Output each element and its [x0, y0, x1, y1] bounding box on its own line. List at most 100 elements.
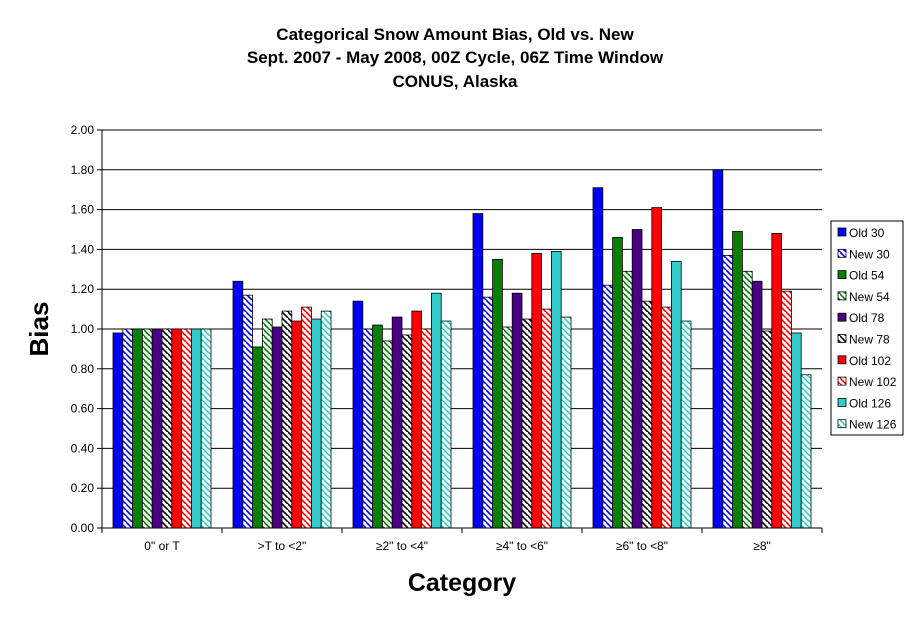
bar — [592, 187, 604, 529]
x-tick-label: 0" or T — [144, 539, 180, 553]
bar — [320, 310, 332, 529]
bar — [352, 300, 364, 529]
bar — [671, 260, 682, 529]
bar — [291, 320, 302, 529]
legend: Old 30 New 30 Old 54 New 54 Old 78 New 78 Old … — [830, 220, 904, 436]
chart-title-line-2: Sept. 2007 - May 2008, 00Z Cycle, 06Z Ti… — [247, 48, 664, 67]
legend-entry: Old 102 — [849, 354, 891, 368]
bar — [171, 328, 183, 529]
bar — [440, 320, 452, 529]
bar — [501, 326, 513, 529]
bar — [430, 292, 442, 529]
bar — [372, 324, 383, 529]
bar — [122, 328, 134, 529]
bar — [472, 213, 484, 529]
bar — [261, 318, 273, 529]
bar — [661, 306, 672, 529]
bar — [151, 328, 163, 529]
bar — [242, 294, 254, 529]
legend-entry: Old 54 — [849, 269, 885, 283]
bar — [521, 318, 533, 529]
bar — [531, 252, 542, 529]
bar — [190, 328, 202, 529]
axes — [97, 129, 823, 533]
legend-entry: Old 30 — [849, 226, 885, 240]
bar — [560, 316, 572, 529]
bar — [722, 254, 733, 529]
bar — [791, 332, 802, 529]
y-tick-label: 1.60 — [71, 203, 95, 217]
bar — [200, 328, 212, 529]
legend-entry: New 54 — [849, 290, 890, 304]
legend-swatch — [837, 312, 847, 322]
bar — [132, 328, 143, 529]
x-tick-label: >T to <2" — [258, 539, 307, 553]
bar — [631, 229, 643, 529]
legend-swatch — [837, 376, 847, 386]
bar — [301, 306, 312, 529]
legend-entry: New 126 — [849, 418, 897, 432]
x-axis-label: Category — [408, 569, 516, 597]
chart-title-line-3: CONUS, Alaska — [392, 72, 518, 91]
bar — [181, 328, 192, 529]
x-tick-label: ≥8" — [753, 539, 771, 553]
bar — [161, 328, 173, 529]
bar — [112, 332, 124, 529]
legend-swatch — [837, 334, 847, 343]
legend-swatch — [837, 291, 847, 301]
y-tick-label: 1.20 — [71, 282, 95, 296]
legend-entry: New 30 — [849, 247, 890, 261]
legend-swatch — [837, 270, 847, 280]
bar — [732, 231, 743, 529]
bar — [602, 284, 613, 529]
legend-entry: New 78 — [849, 333, 890, 347]
y-tick-label: 0.40 — [71, 441, 95, 455]
x-tick-label: ≥6" to <8" — [616, 539, 668, 553]
gridlines — [102, 129, 822, 489]
bar — [421, 328, 432, 529]
legend-swatch — [837, 419, 847, 429]
bar — [271, 326, 283, 529]
y-tick-label: 1.00 — [71, 322, 95, 336]
x-tick-label: ≥2" to <4" — [376, 539, 428, 553]
bar — [252, 346, 263, 529]
y-tick-label: 0.20 — [71, 481, 95, 495]
bar — [411, 310, 422, 529]
legend-entry: Old 126 — [849, 396, 891, 410]
legend-entry: New 102 — [849, 375, 897, 389]
bar — [781, 290, 792, 529]
x-tick-labels: 0" or T >T to <2" ≥2" to <4" ≥4" to <6" ≥6" … — [144, 539, 770, 553]
bar — [712, 169, 724, 529]
bar — [751, 280, 763, 529]
x-tick-label: ≥4" to <6" — [496, 539, 548, 553]
bar — [651, 207, 662, 529]
y-tick-label: 0.60 — [71, 402, 95, 416]
bar — [232, 280, 244, 529]
bar — [612, 237, 623, 529]
chart-title-line-1: Categorical Snow Amount Bias, Old vs. Ne… — [276, 25, 634, 44]
bar — [622, 270, 633, 529]
bar — [641, 300, 653, 529]
bar — [482, 296, 493, 529]
y-tick-label: 0.00 — [71, 521, 95, 535]
bar — [381, 340, 393, 529]
y-tick-label: 2.00 — [71, 123, 95, 137]
y-tick-labels: 0.00 0.20 0.40 0.60 0.80 1.00 1.20 1.40 1.60 1.80… — [71, 123, 95, 535]
legend-swatch — [837, 355, 847, 365]
bar — [511, 292, 523, 529]
bar — [742, 270, 753, 529]
y-tick-label: 1.80 — [71, 163, 95, 177]
bar — [401, 334, 413, 529]
bar — [492, 258, 503, 529]
y-axis-label: Bias — [24, 302, 54, 357]
bar — [761, 330, 773, 529]
legend-swatch — [837, 397, 847, 407]
bar — [362, 328, 373, 529]
y-tick-label: 0.80 — [71, 362, 95, 376]
bar — [141, 328, 153, 529]
bar — [680, 320, 692, 529]
y-tick-label: 1.40 — [71, 242, 95, 256]
bar — [391, 316, 403, 529]
bar — [310, 318, 322, 529]
